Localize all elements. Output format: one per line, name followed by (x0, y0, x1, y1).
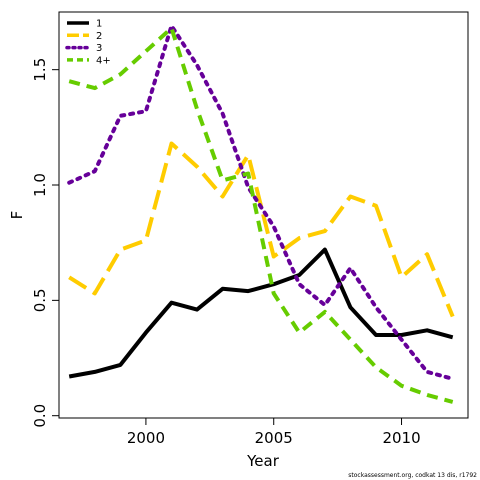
legend-label: 2 (96, 31, 102, 42)
x-axis-title: Year (246, 452, 280, 470)
y-tick-label: 1.5 (31, 58, 49, 82)
plot-frame (58, 11, 469, 419)
series-line-3 (67, 23, 455, 381)
legend-label: 4+ (96, 55, 111, 66)
series-line-4plus (68, 26, 454, 404)
x-axis: 2000 2005 2010 (127, 418, 421, 447)
x-tick-label: 2010 (382, 429, 420, 447)
legend-label: 3 (96, 43, 102, 54)
footer-credit: stockassessment.org, codkat 13 dis, r179… (348, 472, 477, 479)
legend-label: 1 (96, 19, 102, 30)
x-tick-label: 2000 (127, 429, 165, 447)
y-tick-label: 1.0 (31, 173, 49, 197)
series-line-1 (68, 247, 454, 379)
y-tick-label: 0.5 (31, 288, 49, 312)
y-axis-title: F (8, 211, 26, 220)
y-axis: 0.0 0.5 1.0 1.5 (31, 58, 59, 428)
y-tick-label: 0.0 (31, 404, 49, 428)
x-tick-label: 2005 (255, 429, 293, 447)
series-layer (67, 23, 455, 404)
